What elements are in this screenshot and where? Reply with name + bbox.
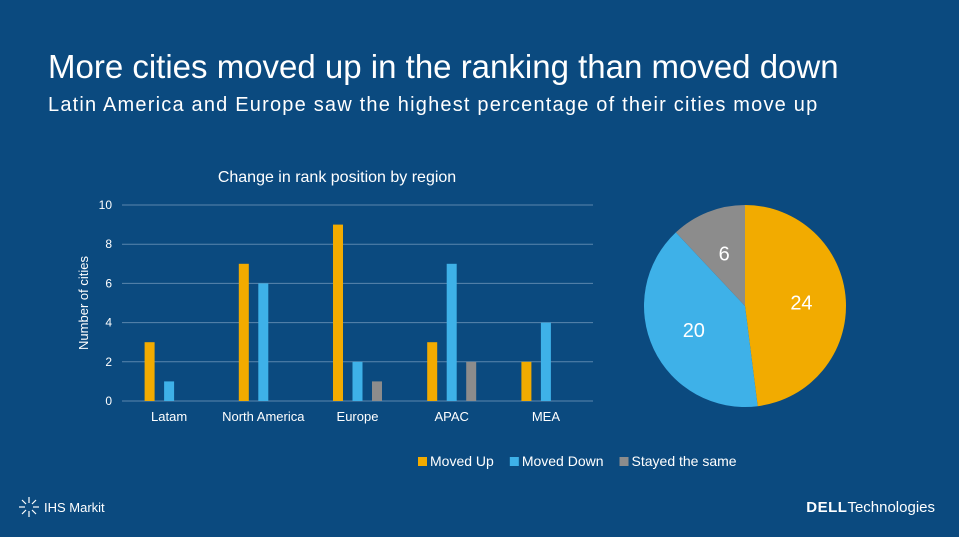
legend-label: Moved Down [522, 453, 604, 469]
ihs-starburst-icon [19, 497, 39, 517]
slide-subtitle: Latin America and Europe saw the highest… [48, 94, 819, 116]
dell-suffix-text: Technologies [847, 499, 935, 516]
y-tick-label: 4 [105, 316, 112, 330]
bar-moved-up [238, 263, 249, 401]
legend-label: Stayed the same [632, 453, 737, 469]
dell-brand-text: DELL [806, 499, 848, 516]
ihs-markit-logo: IHS Markit [18, 496, 105, 518]
slide-title: More cities moved up in the ranking than… [48, 48, 839, 85]
bar-moved-down [258, 283, 269, 401]
ihs-markit-text: IHS Markit [44, 499, 105, 515]
pie-slice-stayed-the-same [675, 205, 745, 306]
pie-data-label: 24 [790, 292, 812, 314]
bar-moved-up [427, 342, 438, 401]
bar-moved-down [164, 381, 175, 401]
pie-data-label: 20 [683, 320, 705, 342]
x-tick-label: Latam [151, 409, 187, 424]
x-tick-label: APAC [434, 409, 468, 424]
y-tick-label: 0 [105, 394, 112, 408]
pie-data-label: 6 [719, 243, 730, 265]
legend-swatch [619, 457, 629, 466]
bar-moved-up [521, 361, 532, 401]
x-tick-label: Europe [337, 409, 379, 424]
legend-swatch [418, 457, 427, 466]
bar-moved-down [446, 263, 457, 401]
bar-moved-up [144, 342, 155, 401]
bar-chart-title: Change in rank position by region [218, 169, 456, 186]
x-tick-label: MEA [532, 409, 561, 424]
y-tick-label: 2 [105, 355, 112, 369]
legend-label: Moved Up [430, 453, 494, 469]
pie-slice-moved-up [745, 205, 846, 407]
bar-moved-down [540, 322, 551, 401]
y-axis-label: Number of cities [76, 256, 91, 350]
y-tick-label: 6 [105, 276, 112, 290]
bar-stayed-the-same [466, 361, 477, 401]
x-tick-label: North America [222, 409, 305, 424]
y-tick-label: 10 [99, 198, 113, 212]
legend-swatch [509, 457, 519, 466]
bar-moved-down [352, 361, 363, 401]
y-tick-label: 8 [105, 237, 112, 251]
dell-technologies-logo: DELLTechnologies [806, 499, 935, 516]
pie-slice-moved-down [643, 232, 758, 407]
bar-stayed-the-same [372, 381, 382, 401]
bar-moved-up [333, 224, 343, 401]
